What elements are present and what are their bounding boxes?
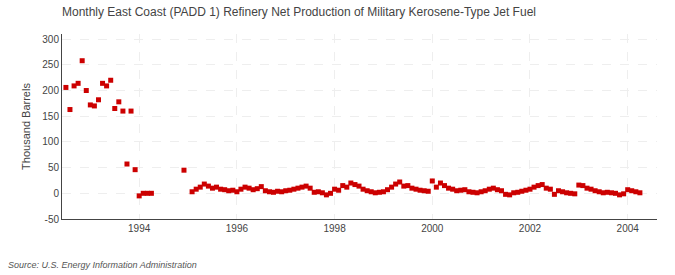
svg-text:2004: 2004 — [617, 223, 640, 234]
svg-text:Monthly East Coast (PADD 1) Re: Monthly East Coast (PADD 1) Refinery Net… — [62, 5, 536, 19]
svg-text:100: 100 — [42, 136, 59, 147]
svg-text:50: 50 — [48, 162, 60, 173]
svg-text:250: 250 — [42, 59, 59, 70]
svg-text:2002: 2002 — [519, 223, 542, 234]
svg-text:200: 200 — [42, 85, 59, 96]
svg-text:0: 0 — [53, 188, 59, 199]
svg-text:150: 150 — [42, 111, 59, 122]
svg-text:Source: U.S. Energy Informatio: Source: U.S. Energy Information Administ… — [8, 260, 197, 270]
svg-text:Thousand Barrels: Thousand Barrels — [20, 83, 32, 170]
svg-text:2000: 2000 — [421, 223, 444, 234]
svg-text:1994: 1994 — [128, 223, 151, 234]
svg-text:-50: -50 — [45, 214, 60, 225]
svg-text:300: 300 — [42, 34, 59, 45]
svg-text:1998: 1998 — [323, 223, 346, 234]
svg-text:1996: 1996 — [226, 223, 249, 234]
